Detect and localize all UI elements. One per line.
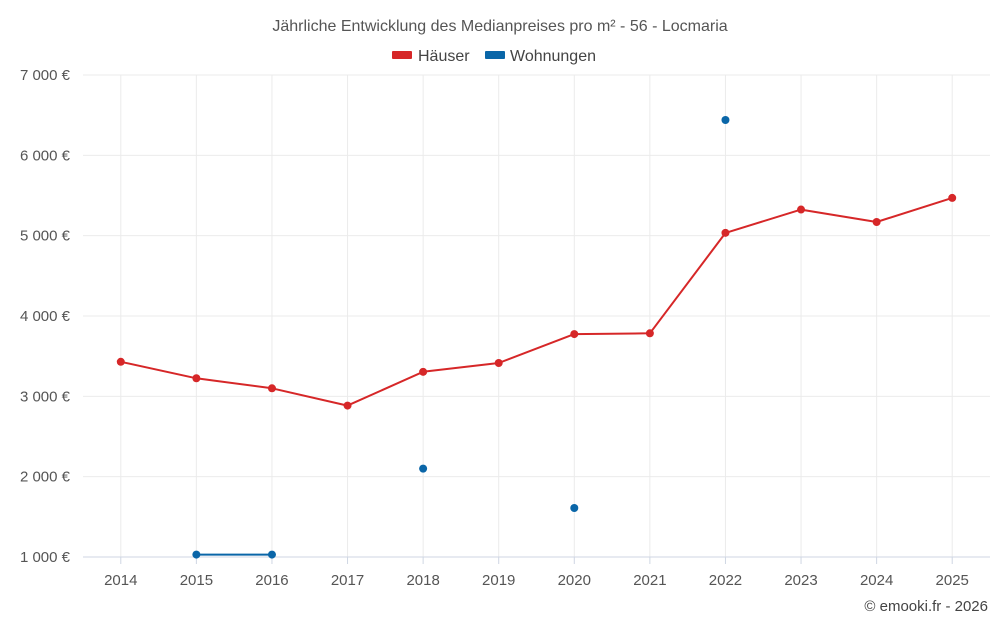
- y-tick-label: 7 000 €: [20, 67, 71, 84]
- data-point-wohnungen[interactable]: [192, 550, 201, 559]
- data-point-haeuser[interactable]: [797, 205, 806, 214]
- legend-label-haeuser[interactable]: Häuser: [418, 48, 470, 65]
- grid-layer: [83, 74, 990, 558]
- x-tick-label: 2024: [860, 572, 893, 589]
- legend-swatch-haeuser: [392, 51, 412, 59]
- y-tick-label: 4 000 €: [20, 308, 71, 325]
- x-tick-label: 2015: [180, 572, 213, 589]
- series-line-wohnungen: [196, 120, 725, 555]
- legend-label-wohnungen[interactable]: Wohnungen: [510, 48, 596, 65]
- data-point-wohnungen[interactable]: [419, 464, 428, 473]
- data-point-haeuser[interactable]: [192, 374, 201, 383]
- x-tick-label: 2023: [784, 572, 817, 589]
- y-tick-label: 6 000 €: [20, 147, 71, 164]
- y-tick-label: 1 000 €: [20, 549, 71, 566]
- data-point-haeuser[interactable]: [872, 218, 881, 227]
- x-tick-label: 2025: [936, 572, 969, 589]
- data-point-haeuser[interactable]: [494, 358, 503, 367]
- series-wohnungen: [192, 115, 730, 559]
- data-point-haeuser[interactable]: [721, 228, 730, 237]
- data-point-wohnungen[interactable]: [267, 550, 276, 559]
- x-tick-label: 2016: [255, 572, 288, 589]
- y-tick-label: 3 000 €: [20, 388, 71, 405]
- data-point-haeuser[interactable]: [267, 384, 276, 393]
- series-haeuser: [116, 193, 957, 410]
- legend: Häuser Wohnungen: [392, 48, 596, 65]
- data-point-haeuser[interactable]: [116, 357, 125, 366]
- legend-swatch-wohnungen: [485, 51, 505, 59]
- credit-text[interactable]: © emooki.fr - 2026: [864, 598, 988, 615]
- data-point-haeuser[interactable]: [419, 367, 428, 376]
- chart-title: Jährliche Entwicklung des Medianpreises …: [272, 18, 727, 35]
- x-tick-label: 2019: [482, 572, 515, 589]
- data-point-haeuser[interactable]: [570, 330, 579, 339]
- series-layer: [116, 115, 957, 559]
- y-tick-label: 2 000 €: [20, 469, 71, 486]
- data-point-wohnungen[interactable]: [570, 503, 579, 512]
- data-point-wohnungen[interactable]: [721, 115, 730, 124]
- y-axis: 7 000 € 6 000 € 5 000 € 4 000 € 3 000 € 2 000…: [20, 67, 71, 566]
- data-point-haeuser[interactable]: [645, 329, 654, 338]
- data-point-haeuser[interactable]: [343, 401, 352, 410]
- x-tick-label: 2018: [406, 572, 439, 589]
- x-tick-label: 2022: [709, 572, 742, 589]
- y-tick-label: 5 000 €: [20, 228, 71, 245]
- data-point-haeuser[interactable]: [948, 193, 957, 202]
- series-line-haeuser: [119, 196, 954, 407]
- x-tick-label: 2017: [331, 572, 364, 589]
- x-tick-label: 2020: [558, 572, 591, 589]
- x-tick-label: 2021: [633, 572, 666, 589]
- x-tick-label: 2014: [104, 572, 137, 589]
- x-axis: 2014 2015 2016 2017 2018 2019 2020 2021 2022 2023…: [104, 557, 969, 589]
